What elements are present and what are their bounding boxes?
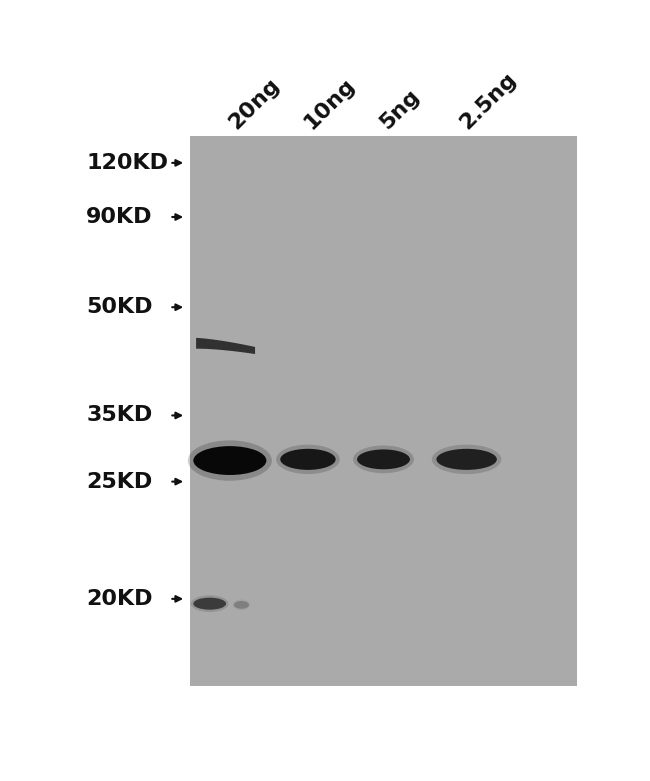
Text: 120KD: 120KD xyxy=(86,153,168,173)
Text: 50KD: 50KD xyxy=(86,298,153,317)
Ellipse shape xyxy=(234,601,249,609)
Ellipse shape xyxy=(280,449,335,470)
Polygon shape xyxy=(196,338,255,354)
Ellipse shape xyxy=(436,449,497,470)
Text: 20KD: 20KD xyxy=(86,589,153,609)
Text: 2.5ng: 2.5ng xyxy=(456,69,521,133)
Ellipse shape xyxy=(432,444,501,474)
Ellipse shape xyxy=(188,440,272,481)
Ellipse shape xyxy=(193,446,266,475)
Bar xyxy=(190,136,577,686)
Text: 90KD: 90KD xyxy=(86,207,153,227)
Ellipse shape xyxy=(276,444,340,474)
Polygon shape xyxy=(196,338,255,354)
Text: 20ng: 20ng xyxy=(225,74,283,133)
Ellipse shape xyxy=(353,445,414,473)
Ellipse shape xyxy=(233,599,250,611)
Text: 35KD: 35KD xyxy=(86,405,153,426)
Ellipse shape xyxy=(191,595,229,612)
Ellipse shape xyxy=(357,449,410,469)
Text: 10ng: 10ng xyxy=(300,74,359,133)
Ellipse shape xyxy=(193,597,226,610)
Text: 25KD: 25KD xyxy=(86,472,153,491)
Text: 5ng: 5ng xyxy=(376,85,423,133)
